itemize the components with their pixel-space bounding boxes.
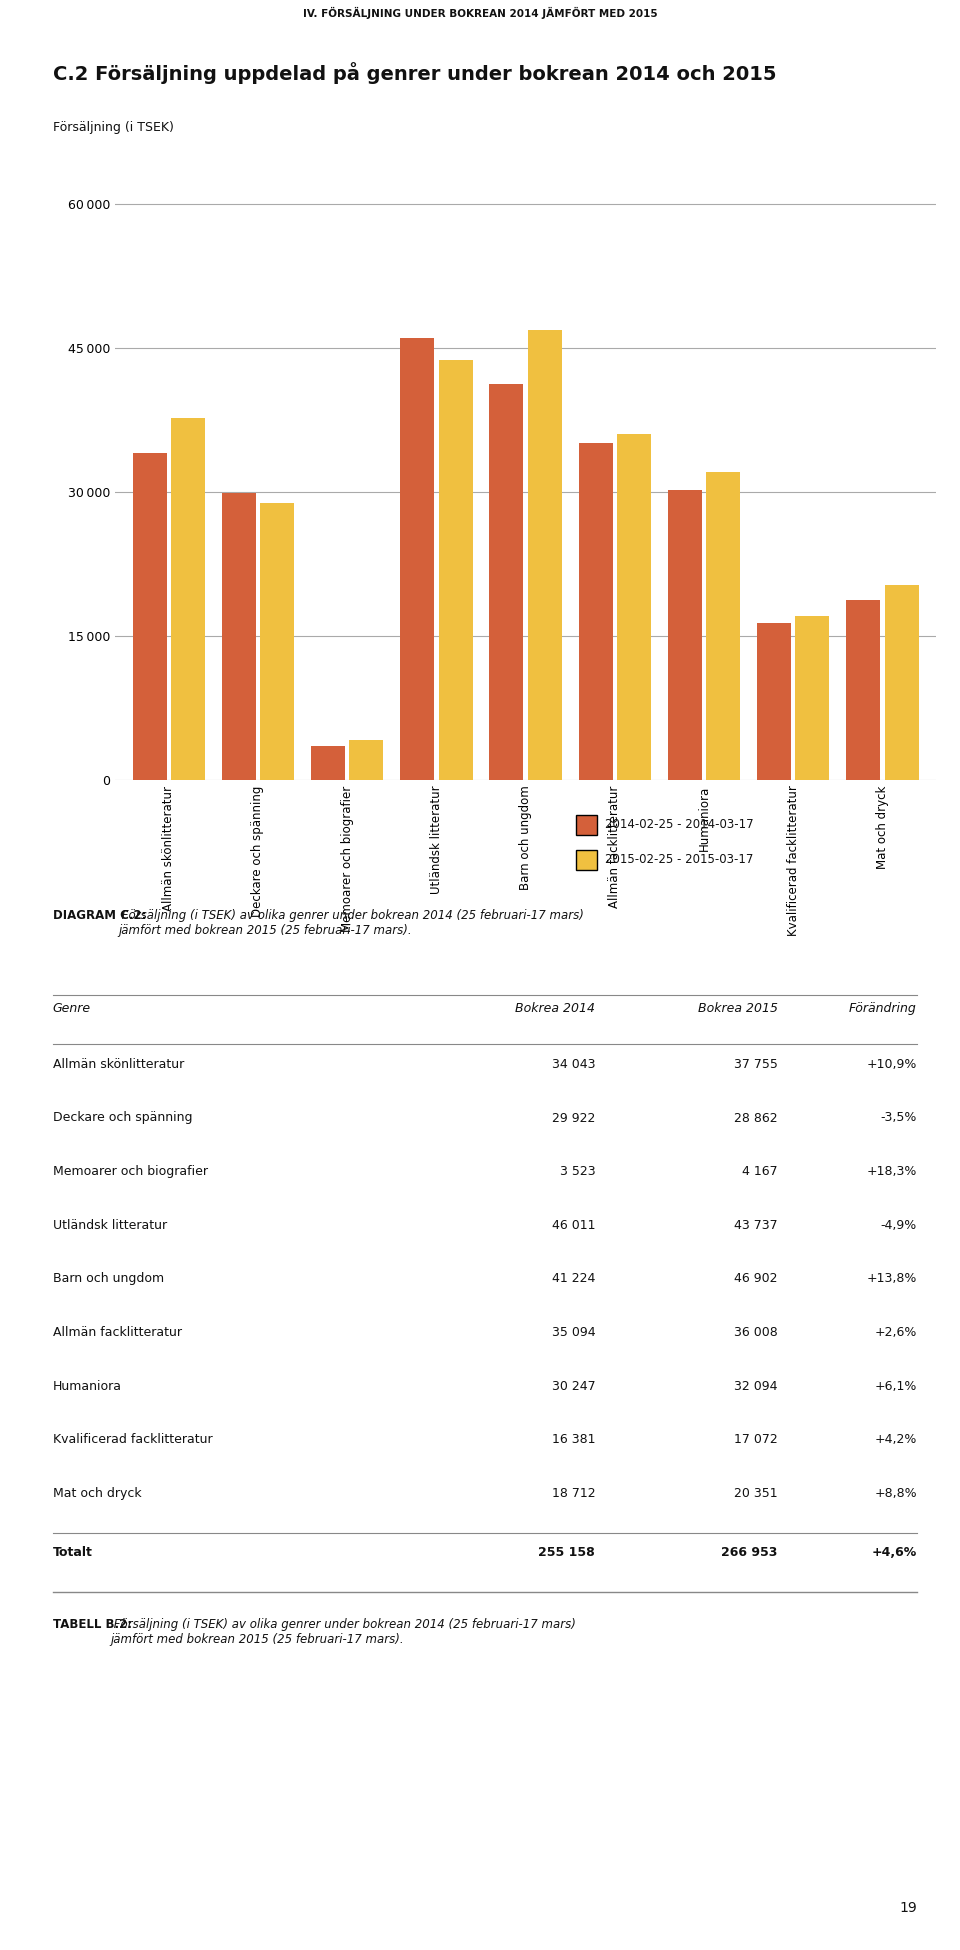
Text: Kvalificerad facklitteratur: Kvalificerad facklitteratur xyxy=(53,1433,212,1447)
Text: 4 167: 4 167 xyxy=(742,1166,778,1178)
Bar xyxy=(796,616,829,780)
Text: Mat och dryck: Mat och dryck xyxy=(53,1488,141,1500)
Bar xyxy=(617,435,651,780)
Text: Försäljning (i TSEK) av olika genrer under bokrean 2014 (25 februari-17 mars)
jä: Försäljning (i TSEK) av olika genrer und… xyxy=(118,909,584,936)
Text: +8,8%: +8,8% xyxy=(875,1488,917,1500)
Bar xyxy=(757,622,791,780)
Bar xyxy=(222,493,255,780)
Bar xyxy=(668,489,702,780)
Text: Allmän facklitteratur: Allmän facklitteratur xyxy=(53,1326,181,1340)
Text: 17 072: 17 072 xyxy=(733,1433,778,1447)
Text: Utländsk litteratur: Utländsk litteratur xyxy=(53,1219,167,1232)
Text: +2,6%: +2,6% xyxy=(875,1326,917,1340)
Bar xyxy=(885,585,919,780)
Text: 18 712: 18 712 xyxy=(552,1488,595,1500)
Bar xyxy=(260,503,294,780)
Bar xyxy=(579,443,612,780)
Text: Förändring: Förändring xyxy=(849,1002,917,1016)
Text: 46 902: 46 902 xyxy=(734,1273,778,1285)
Text: Totalt: Totalt xyxy=(53,1546,93,1560)
Text: +10,9%: +10,9% xyxy=(867,1057,917,1071)
Bar xyxy=(132,452,166,780)
Text: 34 043: 34 043 xyxy=(552,1057,595,1071)
Text: 20 351: 20 351 xyxy=(734,1488,778,1500)
Bar xyxy=(528,330,562,780)
Text: 37 755: 37 755 xyxy=(733,1057,778,1071)
Text: Försäljning (i TSEK) av olika genrer under bokrean 2014 (25 februari-17 mars)
jä: Försäljning (i TSEK) av olika genrer und… xyxy=(110,1618,576,1646)
Text: 36 008: 36 008 xyxy=(733,1326,778,1340)
Text: Memoarer och biografier: Memoarer och biografier xyxy=(53,1166,207,1178)
Bar xyxy=(439,361,472,780)
Text: -4,9%: -4,9% xyxy=(880,1219,917,1232)
Text: +4,6%: +4,6% xyxy=(872,1546,917,1560)
Text: Försäljning (i TSEK): Försäljning (i TSEK) xyxy=(53,121,174,135)
Text: 2014-02-25 - 2014-03-17: 2014-02-25 - 2014-03-17 xyxy=(605,819,754,831)
Text: DIAGRAM C.2:: DIAGRAM C.2: xyxy=(53,909,146,922)
Text: TABELL B.2:: TABELL B.2: xyxy=(53,1618,132,1630)
Bar xyxy=(400,337,434,780)
Bar xyxy=(847,601,880,780)
Text: 29 922: 29 922 xyxy=(552,1112,595,1125)
Text: 28 862: 28 862 xyxy=(734,1112,778,1125)
Text: Bokrea 2014: Bokrea 2014 xyxy=(516,1002,595,1016)
Text: -3,5%: -3,5% xyxy=(880,1112,917,1125)
Text: +18,3%: +18,3% xyxy=(867,1166,917,1178)
Text: +13,8%: +13,8% xyxy=(867,1273,917,1285)
Text: +4,2%: +4,2% xyxy=(875,1433,917,1447)
Text: 35 094: 35 094 xyxy=(552,1326,595,1340)
Text: Humaniora: Humaniora xyxy=(53,1381,122,1392)
Bar xyxy=(707,472,740,780)
Text: 266 953: 266 953 xyxy=(721,1546,778,1560)
Bar xyxy=(349,739,383,780)
Text: Deckare och spänning: Deckare och spänning xyxy=(53,1112,192,1125)
Text: 16 381: 16 381 xyxy=(552,1433,595,1447)
Text: 32 094: 32 094 xyxy=(734,1381,778,1392)
Bar xyxy=(490,384,523,780)
Text: Genre: Genre xyxy=(53,1002,91,1016)
Text: 30 247: 30 247 xyxy=(552,1381,595,1392)
Text: Allmän skönlitteratur: Allmän skönlitteratur xyxy=(53,1057,184,1071)
Text: 3 523: 3 523 xyxy=(560,1166,595,1178)
Text: IV. FÖRSÄLJNING UNDER BOKREAN 2014 JÄMFÖRT MED 2015: IV. FÖRSÄLJNING UNDER BOKREAN 2014 JÄMFÖ… xyxy=(302,6,658,20)
Bar xyxy=(171,417,204,780)
Text: 255 158: 255 158 xyxy=(539,1546,595,1560)
Text: 46 011: 46 011 xyxy=(552,1219,595,1232)
Text: 2015-02-25 - 2015-03-17: 2015-02-25 - 2015-03-17 xyxy=(605,854,754,866)
Text: 41 224: 41 224 xyxy=(552,1273,595,1285)
Bar xyxy=(311,747,345,780)
Text: C.2 Försäljning uppdelad på genrer under bokrean 2014 och 2015: C.2 Försäljning uppdelad på genrer under… xyxy=(53,62,777,84)
Text: Barn och ungdom: Barn och ungdom xyxy=(53,1273,164,1285)
Text: +6,1%: +6,1% xyxy=(875,1381,917,1392)
Text: 19: 19 xyxy=(900,1901,917,1915)
Text: Bokrea 2015: Bokrea 2015 xyxy=(698,1002,778,1016)
Text: 43 737: 43 737 xyxy=(734,1219,778,1232)
